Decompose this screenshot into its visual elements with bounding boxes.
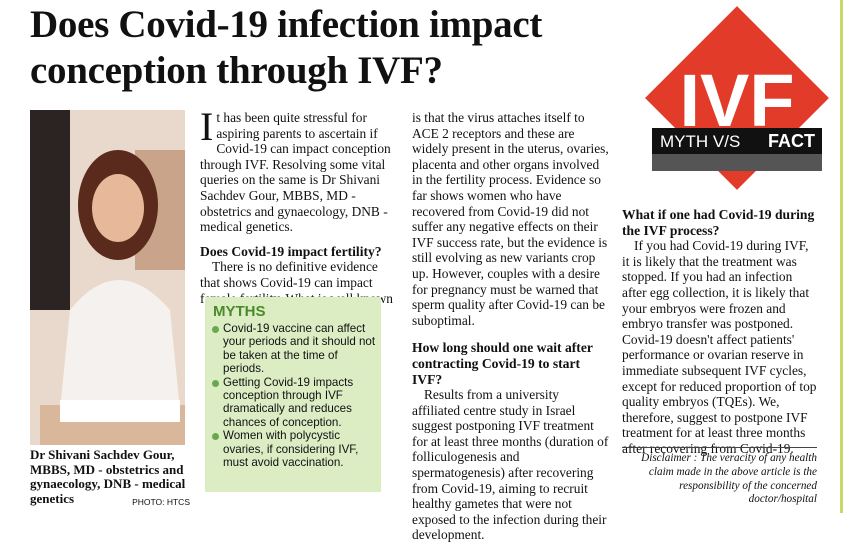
answer: Results from a university affiliated cen…: [412, 387, 609, 543]
column-3: is that the virus attaches itself to ACE…: [412, 110, 610, 543]
myth-item: Getting Covid-19 impacts conception thro…: [212, 376, 377, 430]
photo: [30, 110, 185, 445]
intro: It has been quite stressful for aspiring…: [200, 104, 391, 235]
caption: Dr Shivani Sachdev Gour, MBBS, MD - obst…: [30, 447, 186, 506]
question: What if one had Covid-19 during the IVF …: [622, 207, 815, 238]
answer: is that the virus attaches itself to ACE…: [412, 110, 609, 328]
myths-title: MYTHS: [213, 303, 266, 320]
ivf-logo: IVF MYTH V/S FACT: [645, 6, 829, 190]
column-2: It has been quite stressful for aspiring…: [200, 104, 395, 306]
question: How long should one wait after contracti…: [412, 340, 593, 387]
logo-shadow: [652, 154, 822, 171]
column-4: What if one had Covid-19 during the IVF …: [622, 207, 817, 457]
answer: If you had Covid-19 during IVF, it is li…: [622, 238, 817, 456]
myth-item: Covid-19 vaccine can affect your periods…: [212, 322, 376, 376]
disclaimer: Disclaimer : The veracity of any health …: [622, 447, 817, 507]
page: Does Covid-19 infection impact conceptio…: [30, 0, 843, 543]
photo-caption: Dr Shivani Sachdev Gour, MBBS, MD - obst…: [30, 447, 190, 509]
headline: Does Covid-19 infection impact conceptio…: [30, 3, 543, 92]
photo-credit: PHOTO: HTCS: [132, 496, 190, 507]
logo-fact: FACT: [768, 131, 815, 151]
question: Does Covid-19 impact fertility?: [200, 243, 382, 259]
myths-box: MYTHS Covid-19 vaccine can affect your p…: [205, 297, 381, 492]
myth-item: Women with polycystic ovaries, if consid…: [212, 429, 377, 469]
logo-myth: MYTH V/S: [660, 132, 740, 151]
myths-list: Covid-19 vaccine can affect your periods…: [205, 322, 381, 469]
edge-rule: [840, 0, 843, 513]
logo-bar: [652, 128, 822, 154]
